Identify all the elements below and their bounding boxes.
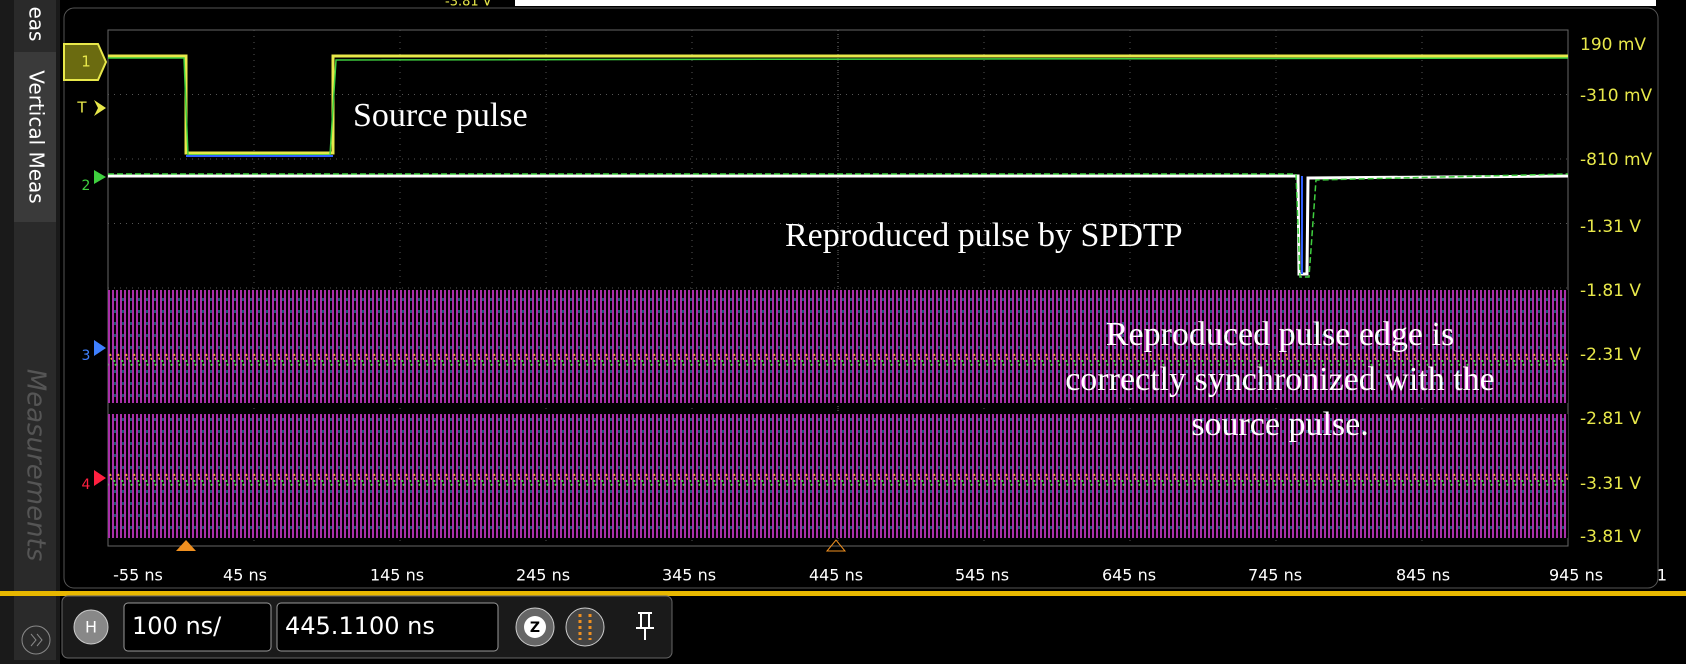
x-label: 945 ns <box>1549 566 1603 585</box>
x-label: 45 ns <box>223 566 267 585</box>
top-readout: -3.81 V <box>445 0 492 10</box>
side-tab[interactable]: eas <box>25 7 49 42</box>
x-label: 245 ns <box>516 566 570 585</box>
y-label: -3.81 V <box>1580 527 1641 547</box>
ch4-label: 4 <box>82 477 91 493</box>
x-label: 745 ns <box>1248 566 1302 585</box>
separator <box>0 591 1686 596</box>
x-label: 445 ns <box>809 566 863 585</box>
annotation-line: correctly synchronized with the <box>1065 361 1495 398</box>
trigger-position <box>176 540 196 551</box>
zoom-icon <box>524 616 546 638</box>
ch2-label: 2 <box>82 178 91 194</box>
y-label: -1.31 V <box>1580 217 1641 237</box>
h-button[interactable] <box>73 609 109 645</box>
grid <box>108 30 1568 546</box>
horizontal-reference <box>825 539 847 552</box>
y-label: -1.81 V <box>1580 281 1641 301</box>
y-label: -2.31 V <box>1580 345 1641 365</box>
side-tab[interactable]: Measurements <box>21 369 51 562</box>
ch1-marker[interactable] <box>63 43 108 81</box>
trigger-label: T <box>76 99 87 117</box>
x-label: 145 ns <box>370 566 424 585</box>
fastframe-button[interactable] <box>565 607 605 647</box>
x-label: 345 ns <box>662 566 716 585</box>
ch4-waveform <box>108 414 1568 538</box>
position-value: 445.1100 ns <box>285 612 435 640</box>
scale-value: 100 ns/ <box>132 612 222 640</box>
plot-frame <box>63 7 1659 589</box>
annotation-line: Reproduced pulse edge is <box>1106 316 1454 353</box>
y-label: -810 mV <box>1580 150 1653 170</box>
position-box[interactable] <box>276 602 499 652</box>
ch2-overlay <box>108 173 1569 278</box>
ch2-marker <box>94 170 106 184</box>
y-label: 190 mV <box>1580 35 1646 55</box>
ch1-waveform <box>108 54 1568 155</box>
x-label: 645 ns <box>1102 566 1156 585</box>
x-label: -55 ns <box>113 566 163 585</box>
ch3-marker <box>94 340 106 356</box>
y-label: -2.81 V <box>1580 409 1641 429</box>
ch3-waveform <box>108 290 1568 403</box>
vertical-meas-tab[interactable] <box>14 52 56 222</box>
x-extra: 1 <box>1657 566 1667 585</box>
pin-button[interactable] <box>636 612 654 640</box>
zoom-label: Z <box>530 620 540 636</box>
annotation-group: Reproduced pulse edge is correctly synchr… <box>1065 316 1495 443</box>
y-label: -310 mV <box>1580 86 1653 106</box>
annotation: Reproduced pulse by SPDTP <box>785 217 1183 254</box>
scale-box[interactable] <box>123 602 272 652</box>
x-label: 545 ns <box>955 566 1009 585</box>
ch3-label: 3 <box>82 348 91 364</box>
expand-button[interactable] <box>21 625 51 655</box>
h-button-label: H <box>85 618 97 637</box>
x-label: 845 ns <box>1396 566 1450 585</box>
annotation: Source pulse <box>353 97 528 134</box>
side-tab[interactable]: Vertical Meas <box>25 70 49 203</box>
ch4-marker <box>94 470 106 486</box>
expand-icon <box>30 633 43 647</box>
trigger-marker <box>94 100 106 116</box>
annotation-line: source pulse. <box>1191 406 1369 443</box>
top-bar <box>515 0 1656 6</box>
ch1-label: 1 <box>81 53 91 71</box>
y-label: -3.31 V <box>1580 474 1641 494</box>
